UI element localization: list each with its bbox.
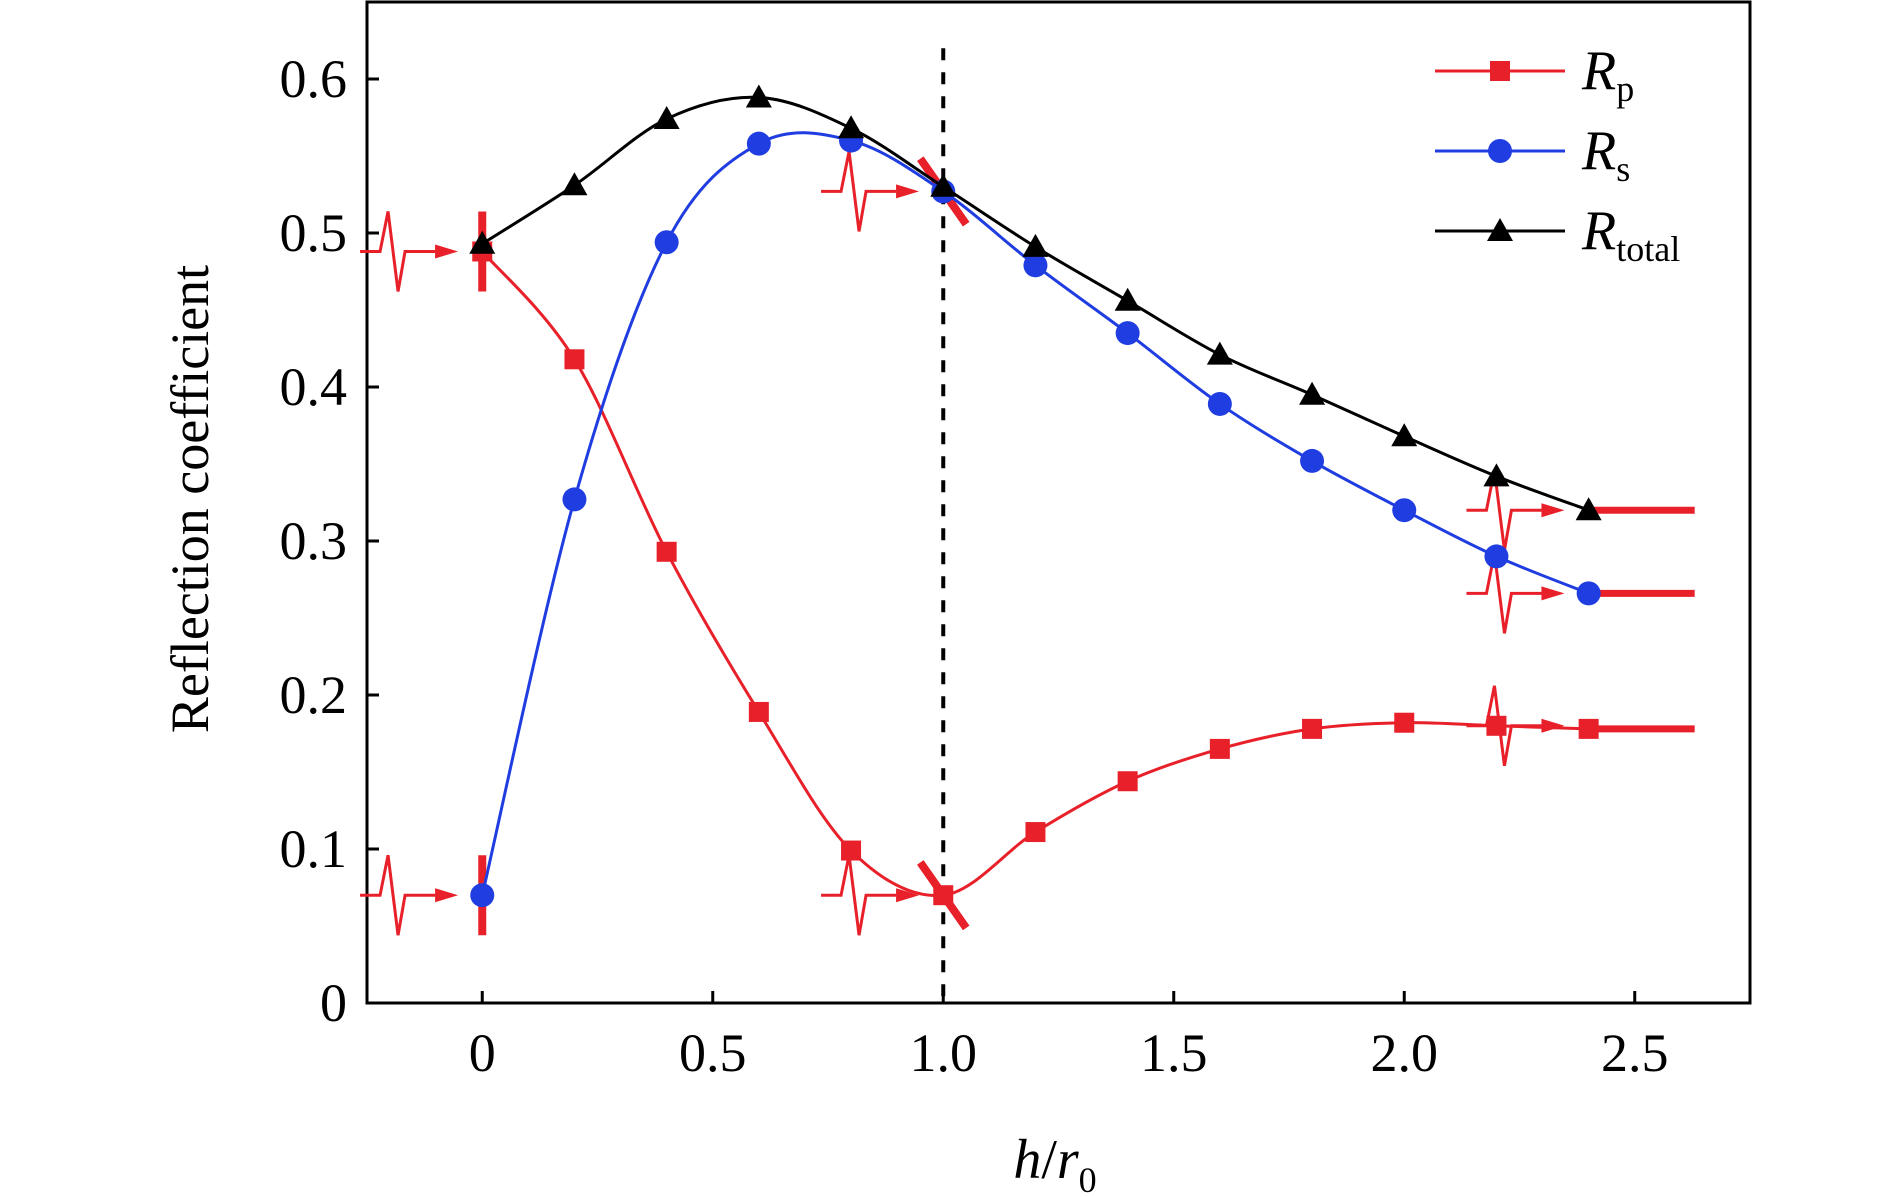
- incident-wave-symbol: [360, 211, 436, 292]
- data-point-total: [930, 173, 957, 197]
- x-tick-label: 2.5: [1601, 1023, 1669, 1083]
- y-tick-label: 0.4: [280, 357, 348, 417]
- x-tick-label: 1.0: [910, 1023, 978, 1083]
- series-layer: [469, 84, 1602, 908]
- data-point-total: [838, 115, 865, 139]
- data-point-p: [1117, 771, 1138, 792]
- incident-wave-symbol: [1466, 469, 1542, 551]
- incident-wave-symbol: [821, 854, 897, 936]
- series-line-total: [481, 95, 1590, 512]
- data-point-p: [656, 541, 677, 562]
- data-point-p: [1209, 738, 1230, 759]
- y-axis-label: Reflection coefficient: [160, 265, 220, 733]
- incident-arrow: [1541, 586, 1565, 601]
- data-point-s: [1484, 544, 1509, 569]
- x-tick-label: 1.5: [1140, 1023, 1208, 1083]
- data-point-s: [1023, 253, 1048, 278]
- data-point-s: [654, 230, 679, 255]
- data-point-total: [561, 172, 588, 196]
- data-point-total: [1022, 233, 1049, 257]
- x-axis-label: h/r0: [1013, 1129, 1096, 1197]
- data-point-s: [562, 487, 587, 512]
- y-tick-label: 0: [320, 973, 347, 1033]
- x-tick-label: 0.5: [679, 1023, 747, 1083]
- data-point-total: [1206, 341, 1233, 365]
- data-point-p: [933, 885, 954, 906]
- data-point-s: [470, 883, 495, 908]
- data-point-p: [1025, 822, 1046, 843]
- y-tick-label: 0.5: [280, 203, 348, 263]
- data-point-p: [1394, 712, 1415, 733]
- legend-label-p: Rp: [1581, 40, 1634, 109]
- incident-wave-symbol: [360, 854, 436, 936]
- data-point-total: [653, 106, 680, 130]
- legend-marker-p: [1490, 61, 1510, 81]
- legend-label-s: Rs: [1581, 120, 1630, 189]
- plot-frame: [365, 0, 1752, 1005]
- data-point-s: [1300, 448, 1325, 473]
- data-point-p: [1486, 715, 1507, 736]
- data-point-p: [1302, 718, 1323, 739]
- legend-label-total: Rtotal: [1581, 200, 1680, 269]
- data-point-p: [1578, 718, 1599, 739]
- incident-arrow: [1541, 503, 1565, 518]
- data-point-p: [748, 701, 769, 722]
- x-tick-label: 2.0: [1371, 1023, 1439, 1083]
- data-point-s: [1392, 498, 1417, 523]
- data-point-total: [469, 230, 496, 254]
- legend-marker-s: [1488, 139, 1512, 163]
- incident-arrow: [435, 244, 459, 259]
- incident-arrow: [435, 888, 459, 903]
- data-point-s: [746, 131, 771, 156]
- data-point-total: [1575, 497, 1602, 521]
- data-point-s: [1115, 321, 1140, 346]
- incident-arrow: [1541, 718, 1565, 733]
- data-point-p: [841, 840, 862, 861]
- y-tick-label: 0.3: [280, 511, 348, 571]
- y-tick-label: 0.1: [280, 819, 348, 879]
- y-tick-label: 0.2: [280, 665, 348, 725]
- data-point-total: [1391, 423, 1418, 447]
- series-line-p: [481, 250, 1589, 898]
- data-point-total: [1114, 287, 1141, 311]
- incident-wave-symbol: [1466, 553, 1542, 634]
- y-tick-label: 0.6: [280, 49, 348, 109]
- incident-arrow: [896, 888, 920, 903]
- legend: Rp Rs Rtotal: [1435, 40, 1680, 269]
- data-point-total: [1483, 463, 1510, 487]
- axes: 0 0.5 1.0 1.5 2.0 2.5 0 0.1 0.2 0.3 0.4 0.5 0.6: [280, 0, 1752, 1083]
- data-point-total: [745, 84, 772, 108]
- legend-marker-total: [1487, 218, 1513, 241]
- incident-arrow: [896, 184, 920, 199]
- series-line-s: [480, 131, 1590, 896]
- data-point-s: [1576, 581, 1601, 606]
- data-point-p: [564, 349, 585, 370]
- data-point-s: [1207, 391, 1232, 416]
- x-tick-label: 0: [469, 1023, 496, 1083]
- incident-wave-symbol: [821, 151, 897, 232]
- data-point-total: [1299, 381, 1326, 405]
